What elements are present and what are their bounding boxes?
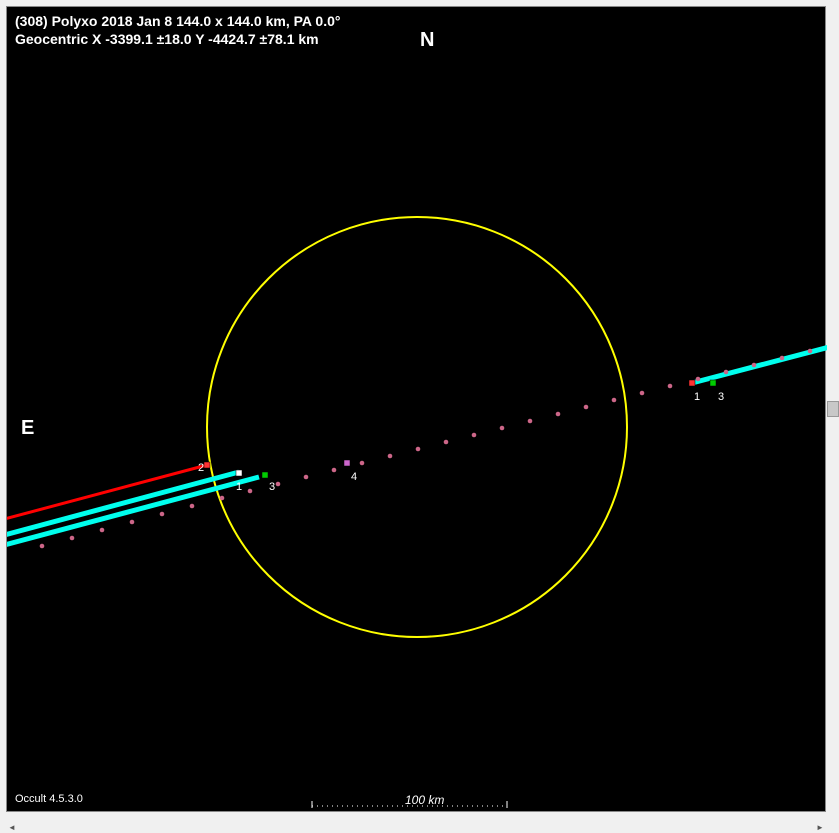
track-dot: [70, 536, 75, 541]
scroll-left-arrow[interactable]: ◄: [6, 821, 18, 833]
track-dot: [388, 454, 393, 459]
track-dot: [40, 544, 45, 549]
marker-label: 4: [351, 471, 357, 483]
track-dot: [808, 349, 813, 354]
track-dot: [248, 489, 253, 494]
track-dot: [444, 440, 449, 445]
track-dot: [612, 398, 617, 403]
track-dot: [500, 426, 505, 431]
track-dot: [780, 356, 785, 361]
track-dot: [584, 405, 589, 410]
marker-label: 3: [269, 481, 275, 493]
vertical-scrollbar[interactable]: [827, 6, 839, 812]
track-dot: [416, 447, 421, 452]
chord-line: [7, 465, 207, 521]
track-dot: [190, 504, 195, 509]
track-dot: [528, 419, 533, 424]
track-dot: [220, 496, 225, 501]
track-dot: [276, 482, 281, 487]
observation-marker: [262, 472, 268, 478]
compass-north: N: [420, 29, 434, 52]
observation-marker: [689, 380, 695, 386]
prediction-track-dots: [7, 342, 827, 556]
marker-label: 2: [198, 462, 204, 474]
track-dot: [160, 512, 165, 517]
observation-marker: [236, 470, 242, 476]
track-dot: [556, 412, 561, 417]
track-dot: [668, 384, 673, 389]
asteroid-circle: [207, 217, 627, 637]
scroll-right-arrow[interactable]: ►: [814, 821, 826, 833]
track-dot: [304, 475, 309, 480]
track-dot: [724, 370, 729, 375]
marker-label: 1: [694, 391, 700, 403]
observation-markers: [204, 380, 716, 478]
track-dot: [100, 528, 105, 533]
observation-marker: [204, 462, 210, 468]
track-dot: [130, 520, 135, 525]
header-line-1: (308) Polyxo 2018 Jan 8 144.0 x 144.0 km…: [15, 13, 340, 29]
track-dot: [696, 377, 701, 382]
chord-line: [7, 477, 259, 547]
observation-marker: [344, 460, 350, 466]
track-dot: [640, 391, 645, 396]
plot-svg: [7, 7, 827, 813]
track-dot: [360, 461, 365, 466]
chord-line: [7, 472, 239, 537]
track-dot: [332, 468, 337, 473]
chord-line: [692, 345, 827, 383]
header-line-2: Geocentric X -3399.1 ±18.0 Y -4424.7 ±78…: [15, 31, 319, 47]
compass-east: E: [21, 417, 34, 440]
horizontal-scrollbar[interactable]: ◄ ►: [6, 821, 826, 833]
marker-label: 3: [718, 391, 724, 403]
chord-lines: [7, 345, 827, 547]
observation-marker: [710, 380, 716, 386]
track-dot: [472, 433, 477, 438]
track-dot: [752, 363, 757, 368]
vertical-scrollbar-thumb[interactable]: [827, 401, 839, 417]
occultation-plot: (308) Polyxo 2018 Jan 8 144.0 x 144.0 km…: [6, 6, 826, 812]
version-text: Occult 4.5.3.0: [15, 793, 83, 805]
marker-label: 1: [236, 481, 242, 493]
scale-label: 100 km: [405, 793, 444, 807]
